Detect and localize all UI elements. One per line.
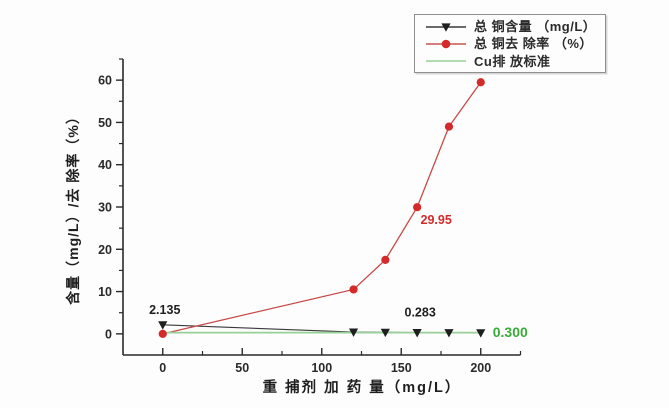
circle-marker xyxy=(158,329,167,338)
line-icon xyxy=(426,60,466,63)
axes xyxy=(122,59,521,356)
triangle-down-marker xyxy=(158,321,168,330)
circle-marker xyxy=(381,255,390,264)
data-label: 29.95 xyxy=(421,213,452,227)
triangle-down-marker xyxy=(412,329,422,338)
x-tick-label: 200 xyxy=(470,361,491,375)
data-label: 0.300 xyxy=(493,324,528,340)
y-tick-label: 0 xyxy=(105,327,112,341)
annotations: 2.135 0.283 29.95 0.300 xyxy=(149,213,528,340)
legend-item-total-cu-content: 总 铜含量 （mg/L） xyxy=(423,18,599,35)
chart-legend: 总 铜含量 （mg/L） 总 铜去 除率 （%） Cu排 放标准 xyxy=(414,14,606,73)
circle-marker xyxy=(476,78,485,87)
x-axis-title: 重 捕剂 加 药 量（mg/L） xyxy=(263,378,462,396)
y-tick-label: 50 xyxy=(98,116,112,130)
legend-item-label: Cu排 放标准 xyxy=(474,53,551,69)
circle-icon xyxy=(441,39,451,49)
x-tick-label: 50 xyxy=(235,361,249,375)
series-markers xyxy=(158,78,486,338)
triangle-down-marker xyxy=(380,328,390,338)
x-tick-label: 0 xyxy=(159,361,166,375)
data-label: 2.135 xyxy=(149,303,180,317)
triangle-down-marker xyxy=(444,329,454,338)
series-line-1 xyxy=(162,81,482,335)
series-line-0 xyxy=(162,324,481,334)
triangle-down-marker xyxy=(348,328,359,337)
legend-item-cu-standard: Cu排 放标准 xyxy=(423,53,599,70)
circle-icon xyxy=(426,39,466,49)
legend-item-total-cu-removal: 总 铜去 除率 （%） xyxy=(423,35,599,52)
circle-marker xyxy=(349,285,358,294)
y-tick-label: 20 xyxy=(98,243,112,257)
circle-marker xyxy=(444,122,454,131)
x-tick-label: 100 xyxy=(311,361,332,375)
triangle-down-marker xyxy=(476,329,486,338)
y-tick-label: 40 xyxy=(98,158,112,172)
y-tick-label: 30 xyxy=(98,201,112,215)
y-tick-label: 60 xyxy=(98,74,112,88)
y-tick-label: 10 xyxy=(98,285,112,299)
tick-labels: 0 50 100 150 200 0 10 20 30 40 50 60 xyxy=(98,74,491,375)
circle-marker xyxy=(413,203,422,212)
legend-item-label: 总 铜含量 （mg/L） xyxy=(474,19,597,35)
triangle-down-icon xyxy=(441,23,451,32)
series-lines xyxy=(162,81,482,335)
x-tick-label: 150 xyxy=(391,361,412,375)
axis-ticks xyxy=(116,58,522,355)
triangle-down-icon xyxy=(426,23,466,32)
data-label: 0.283 xyxy=(405,306,436,320)
legend-item-label: 总 铜去 除率 （%） xyxy=(474,36,593,52)
y-axis-title: 含量（mg/L）/去 除率（%） xyxy=(65,109,81,305)
